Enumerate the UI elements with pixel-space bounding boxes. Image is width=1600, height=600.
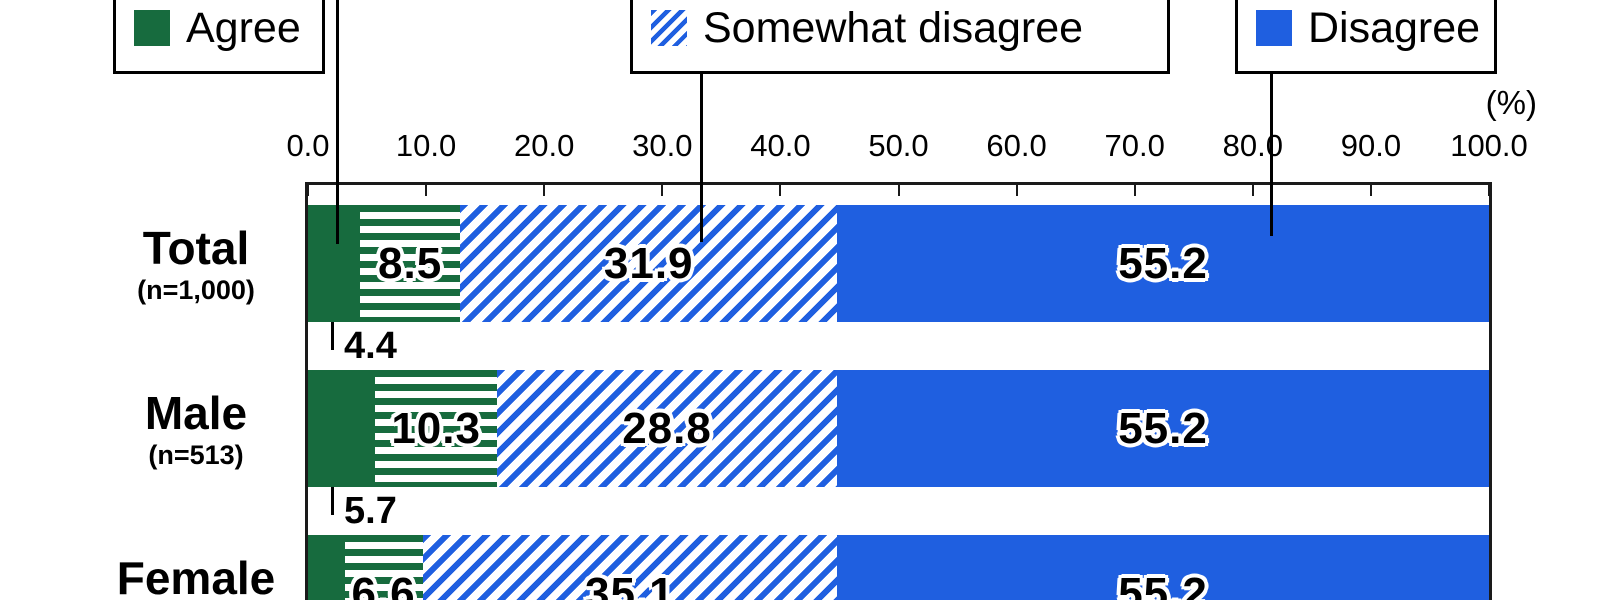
value-callout-line xyxy=(331,322,334,350)
axis-tick-label: 20.0 xyxy=(514,128,575,163)
segment-value-label: 10.3 xyxy=(391,403,481,453)
axis-tick-label: 10.0 xyxy=(395,128,457,163)
axis-tick xyxy=(1015,182,1018,196)
axis-tick-label: 60.0 xyxy=(986,128,1047,163)
legend-item-somewhat-disagree: Somewhat disagree xyxy=(630,0,1170,74)
legend-label: Somewhat disagree xyxy=(703,3,1084,52)
disagree-swatch-icon xyxy=(1256,10,1292,46)
axis-tick-label: 50.0 xyxy=(868,128,929,163)
category-label-block: Total (n=1,000) xyxy=(90,205,302,322)
segment-value-below-label: 5.7 xyxy=(344,490,397,532)
axis-tick xyxy=(897,182,900,196)
category-label: Total xyxy=(142,221,250,274)
category-label: Female xyxy=(116,551,276,600)
axis-tick xyxy=(543,182,546,196)
bar-segment-somewhat-disagree xyxy=(422,535,838,600)
segment-value-label: 31.9 xyxy=(603,238,694,288)
category-label: Male xyxy=(144,386,248,439)
axis-tick-label: 90.0 xyxy=(1340,128,1402,163)
legend-item-agree: Agree xyxy=(113,0,325,74)
axis-tick xyxy=(425,182,428,196)
segment-value-label: 28.8 xyxy=(622,403,712,453)
bar-segment-disagree xyxy=(837,370,1489,487)
category-label-block: Female xyxy=(90,535,302,600)
axis-tick-label: 40.0 xyxy=(750,128,811,163)
legend-label: Agree xyxy=(186,3,301,52)
agree-swatch-icon xyxy=(134,10,170,46)
axis-tick-label: 70.0 xyxy=(1104,128,1165,163)
value-callout-line xyxy=(331,487,334,515)
category-n-label: (n=1,000) xyxy=(137,274,255,305)
legend-label: Disagree xyxy=(1308,3,1481,52)
bar-segment-somewhat-agree xyxy=(344,535,423,600)
axis-tick-label: 100.0 xyxy=(1450,128,1528,163)
category-n-label: (n=513) xyxy=(148,439,244,470)
somewhat-disagree-swatch-icon xyxy=(651,10,687,46)
bar-segment-disagree xyxy=(837,205,1489,322)
axis-tick xyxy=(1369,182,1372,196)
segment-value-label: 8.5 xyxy=(378,238,443,288)
segment-value-label: 35.1 xyxy=(584,568,675,600)
bar-segment-somewhat-disagree xyxy=(496,370,838,487)
bar-segment-agree xyxy=(308,370,376,487)
axis-tick-label: 0.0 xyxy=(286,128,330,163)
bar-segment-disagree xyxy=(837,535,1489,600)
axis-unit-label: (%) xyxy=(1485,84,1537,121)
bar-segment-somewhat-agree xyxy=(375,370,497,487)
segment-value-label: 6.6 xyxy=(351,568,416,600)
segment-value-label: 55.2 xyxy=(1118,238,1208,288)
axis-tick xyxy=(1488,182,1490,196)
segment-value-label: 55.2 xyxy=(1118,403,1208,453)
category-label-block: Male (n=513) xyxy=(90,370,302,487)
legend-leader-line-disagree xyxy=(1270,70,1273,236)
bar-segment-somewhat-agree xyxy=(359,205,461,322)
segment-value-label: 55.2 xyxy=(1118,568,1208,600)
axis-tick xyxy=(779,182,782,196)
bar-segment-agree xyxy=(308,535,345,600)
axis-tick-label: 30.0 xyxy=(632,128,693,163)
segment-value-below-label: 4.4 xyxy=(344,325,397,367)
axis-tick xyxy=(307,182,309,196)
axis-tick xyxy=(661,182,664,196)
axis-tick-label: 80.0 xyxy=(1222,128,1283,163)
legend-leader-line-agree xyxy=(336,0,339,244)
legend-item-disagree: Disagree xyxy=(1235,0,1497,74)
axis-tick xyxy=(1133,182,1136,196)
bar-segment-agree xyxy=(308,205,360,322)
axis-tick xyxy=(1251,182,1254,196)
bar-segment-somewhat-disagree xyxy=(460,205,838,322)
legend-leader-line-somewhat-disagree xyxy=(700,70,703,242)
